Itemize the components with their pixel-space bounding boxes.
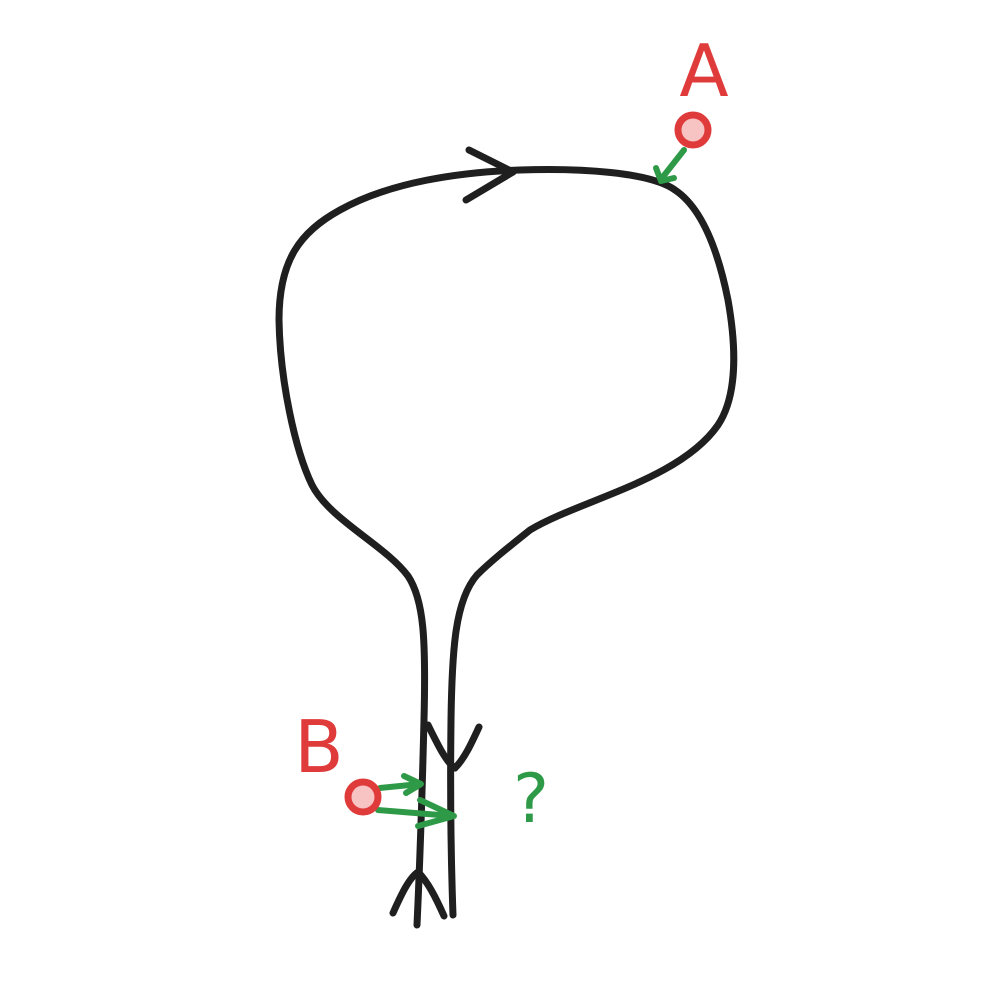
loop-path — [275, 166, 738, 929]
arrow-b-upper — [377, 781, 423, 791]
direction-arrow-top — [462, 146, 517, 204]
label-b: B — [294, 705, 343, 789]
arrow-a-head — [653, 165, 677, 184]
arrow-b-lower — [375, 807, 455, 819]
arrow-a — [659, 147, 687, 181]
green-arrows — [375, 147, 687, 829]
question-mark: ? — [513, 760, 549, 839]
arrow-b-lower-head — [415, 797, 457, 829]
point-a-marker — [674, 111, 712, 149]
arrow-b-upper-head — [401, 773, 424, 796]
direction-arrow-left-strand — [389, 868, 448, 920]
path-group — [275, 146, 738, 929]
point-b-marker — [344, 778, 382, 816]
label-a: A — [679, 29, 728, 113]
direction-arrow-right-strand — [424, 721, 483, 772]
